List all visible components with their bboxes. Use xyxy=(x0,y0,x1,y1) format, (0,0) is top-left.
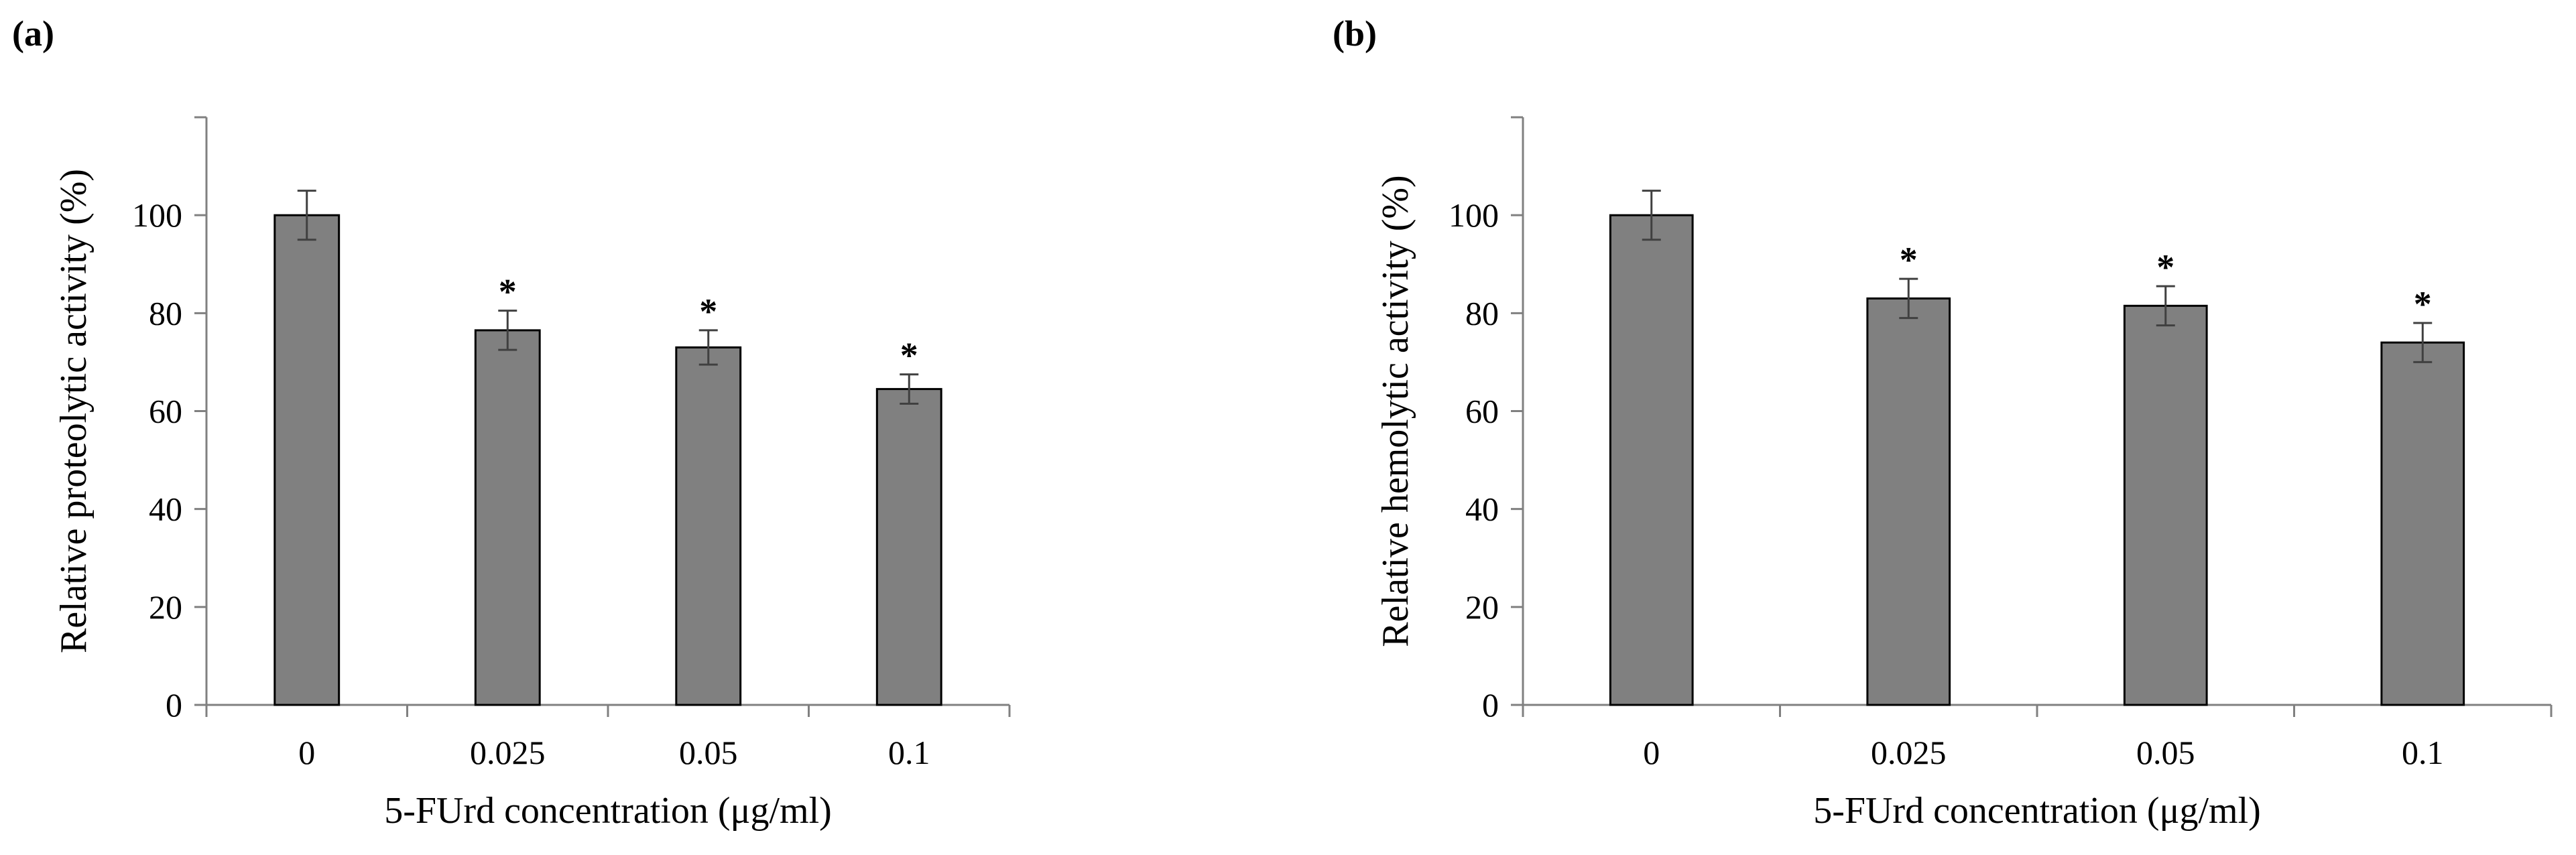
chart-panel-b: (b) 0 20 40 60 80 100 0 * 0.025 * 0.05 * 0.1 5-FUrd co… xyxy=(1333,13,2553,832)
y-tick-label: 80 xyxy=(1465,294,1499,332)
significance-marker: * xyxy=(900,336,918,376)
y-tick-label: 100 xyxy=(1449,196,1499,234)
significance-marker: * xyxy=(2414,284,2432,324)
panel-label: (b) xyxy=(1333,13,1377,54)
significance-marker: * xyxy=(699,291,717,332)
panel-label: (a) xyxy=(12,13,54,54)
x-tick-label: 0.025 xyxy=(470,734,546,771)
x-tick-label: 0.1 xyxy=(2402,734,2444,771)
bar-0.05 xyxy=(675,346,742,706)
x-tick-label: 0 xyxy=(298,734,315,771)
significance-marker: * xyxy=(2156,247,2174,287)
x-axis-title: 5-FUrd concentration (μg/ml) xyxy=(384,790,832,832)
y-axis-title: Relative hemolytic activity (%) xyxy=(1375,175,1416,647)
y-tick-label: 60 xyxy=(1465,393,1499,430)
y-tick-label: 0 xyxy=(1482,686,1499,724)
bar-0.025 xyxy=(1866,297,1951,706)
y-axis-title: Relative proteolytic activity (%) xyxy=(53,169,95,653)
x-tick-label: 0.05 xyxy=(679,734,738,771)
bar-0.05 xyxy=(2123,304,2208,706)
significance-marker: * xyxy=(499,272,517,312)
x-tick-label: 0.1 xyxy=(888,734,930,771)
y-tick-label: 60 xyxy=(149,393,182,430)
y-tick-label: 100 xyxy=(132,196,182,234)
y-tick-label: 20 xyxy=(1465,588,1499,626)
chart-panel-a: (a) 0 20 40 60 80 100 0 * 0.025 * 0.05 * 0.1 5-FUrd co… xyxy=(12,13,1011,832)
y-tick-label: 40 xyxy=(149,490,182,528)
y-tick-label: 40 xyxy=(1465,490,1499,528)
x-tick-label: 0.025 xyxy=(1871,734,1947,771)
x-tick-label: 0 xyxy=(1643,734,1660,771)
x-tick-label: 0.05 xyxy=(2136,734,2195,771)
y-tick-label: 0 xyxy=(166,686,182,724)
bar-0.1 xyxy=(875,388,942,706)
bar-0.1 xyxy=(2380,341,2465,706)
y-tick-label: 80 xyxy=(149,294,182,332)
bar-0 xyxy=(273,214,341,706)
x-axis-title: 5-FUrd concentration (μg/ml) xyxy=(1813,790,2261,832)
y-tick-label: 20 xyxy=(149,588,182,626)
significance-marker: * xyxy=(1900,240,1918,280)
bar-0.025 xyxy=(474,329,541,706)
bar-0 xyxy=(1609,214,1694,706)
